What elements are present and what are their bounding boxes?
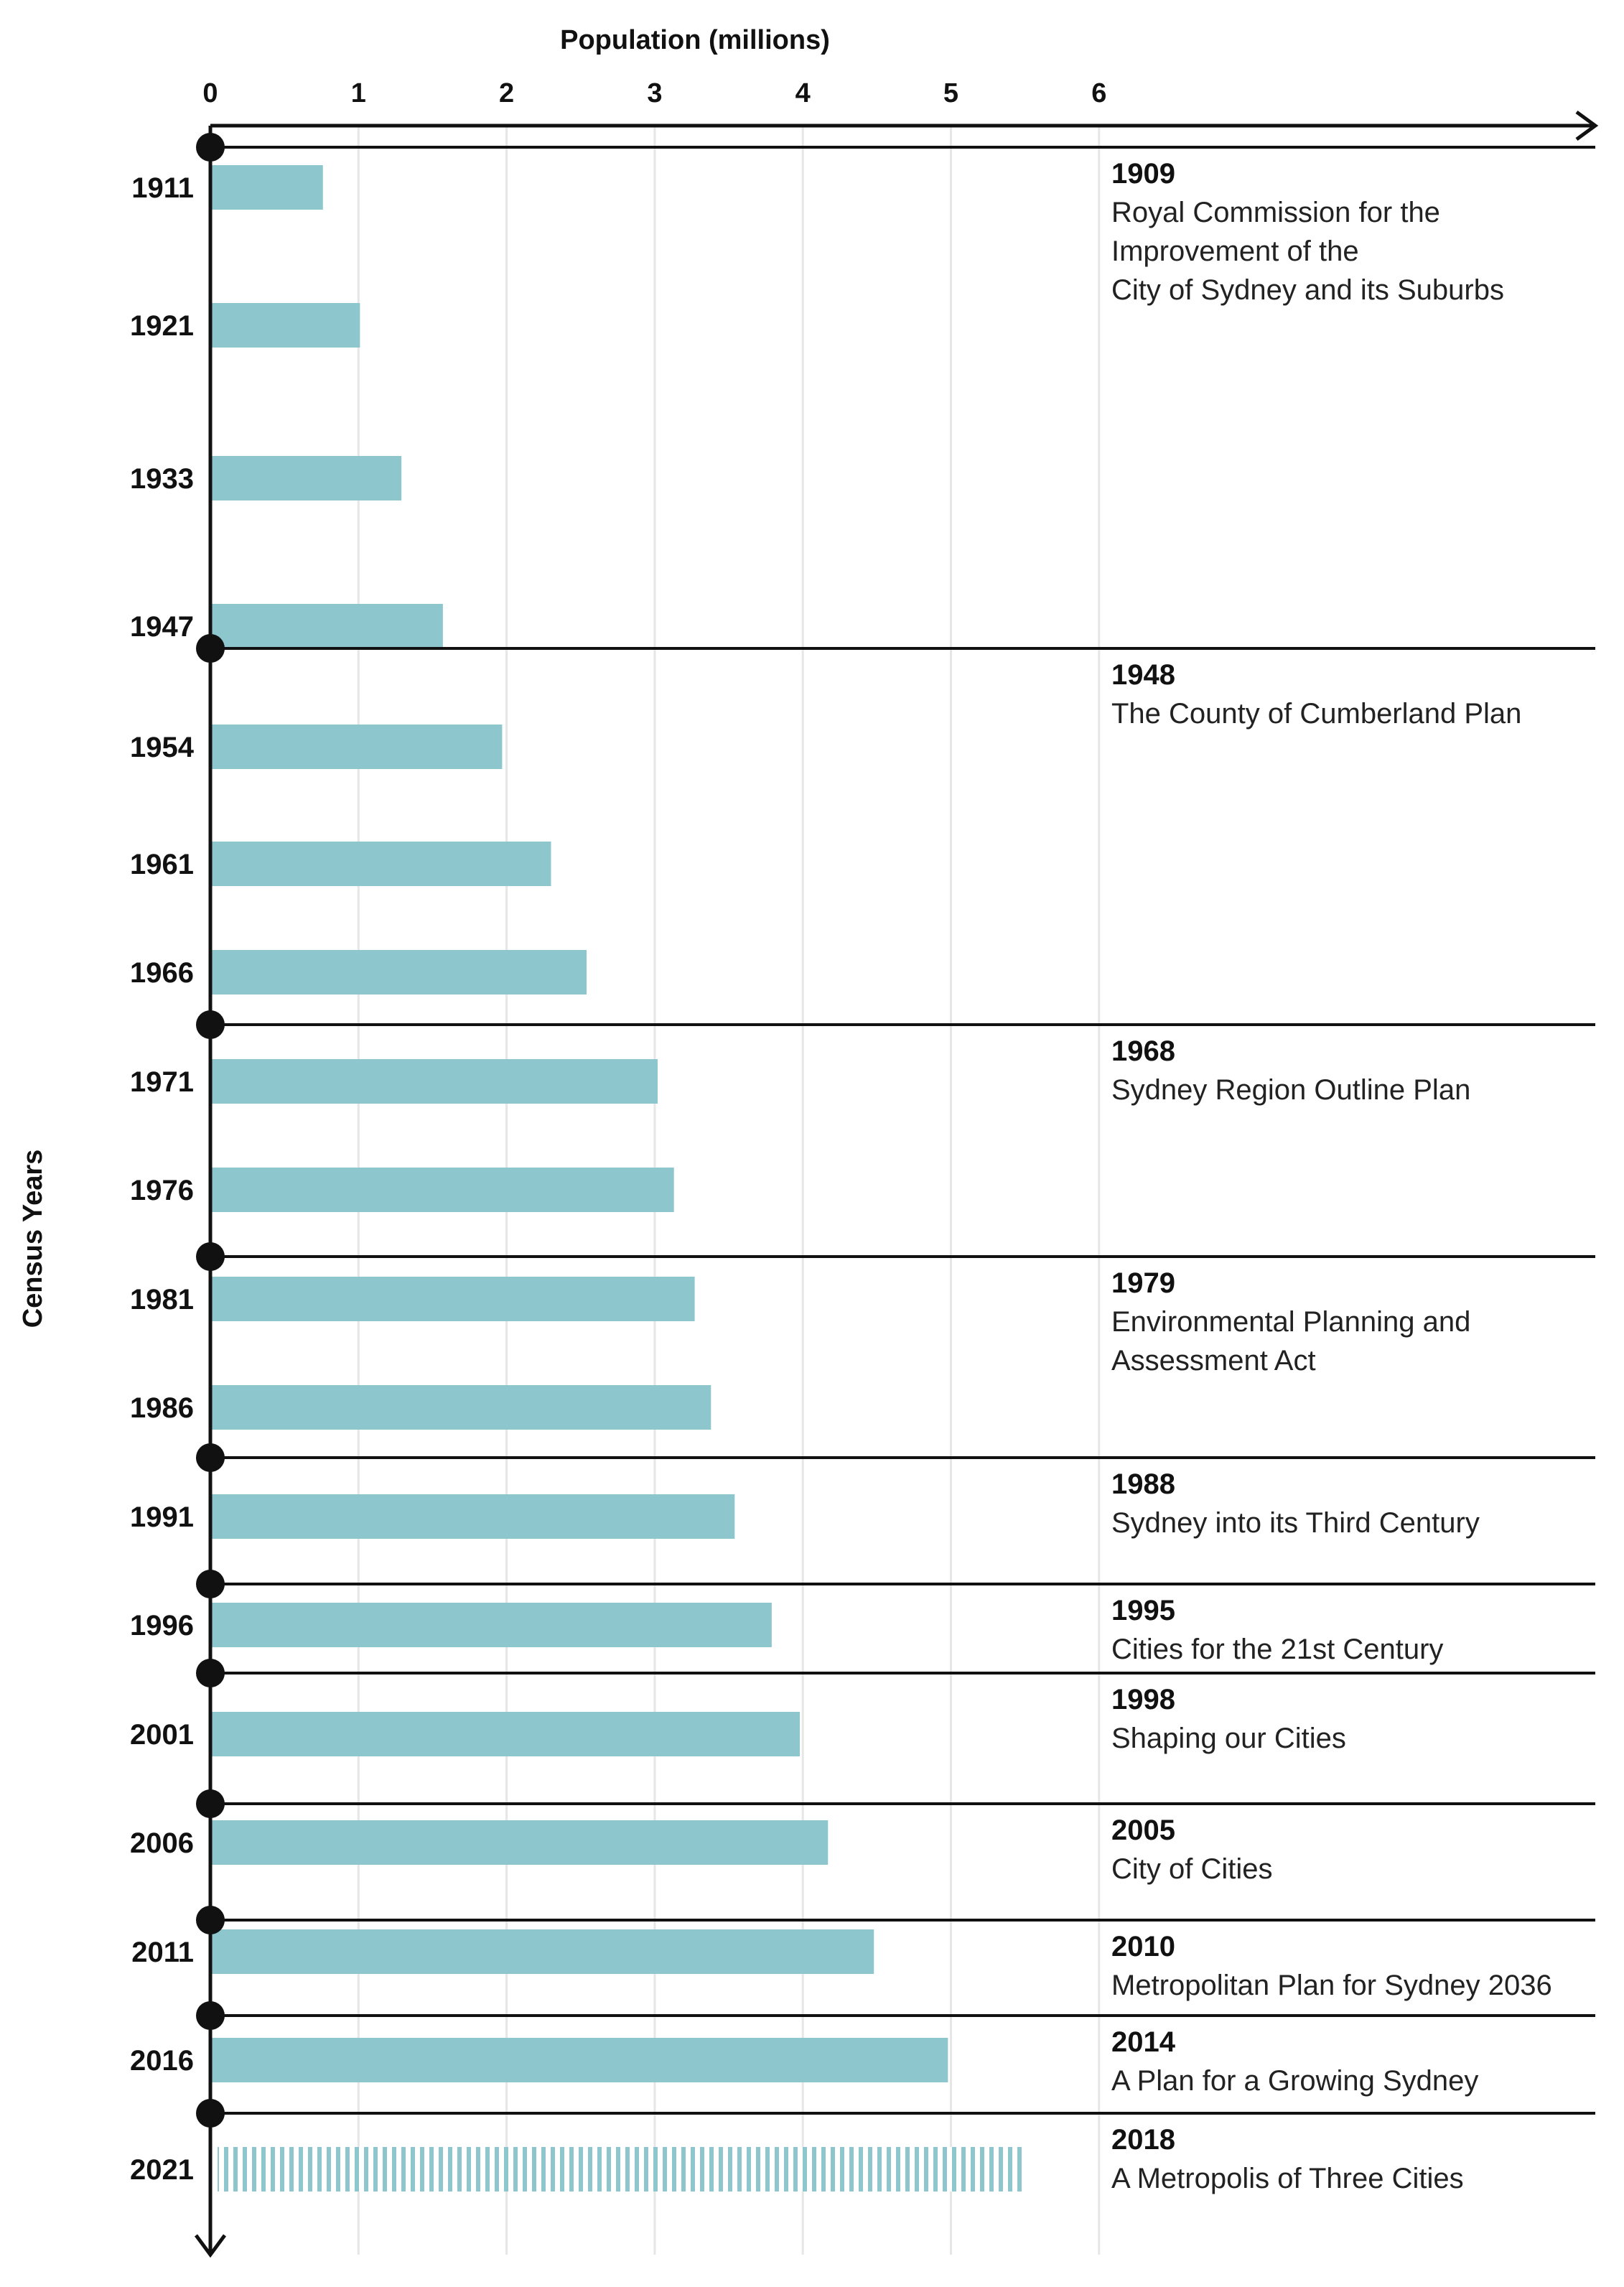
census-year-label: 1961 <box>130 849 194 880</box>
plan-name-label: Cities for the 21st Century <box>1111 1634 1443 1665</box>
timeline-marker <box>196 1570 225 1598</box>
x-tick-label: 4 <box>795 78 811 108</box>
plan-name-label: City of Sydney and its Suburbs <box>1111 274 1504 306</box>
plan-name-label: A Plan for a Growing Sydney <box>1111 2065 1478 2097</box>
plan-name-label: Sydney Region Outline Plan <box>1111 1074 1470 1106</box>
x-tick-label: 6 <box>1091 78 1106 108</box>
plan-year-label: 1909 <box>1111 158 1175 190</box>
bar <box>210 456 402 500</box>
plan-name-label: Environmental Planning and <box>1111 1306 1470 1338</box>
bar <box>210 604 443 648</box>
census-year-label: 1981 <box>130 1284 194 1315</box>
bar <box>210 2038 948 2082</box>
census-year-label: 2001 <box>130 1719 194 1751</box>
timeline-marker <box>196 1443 225 1472</box>
bar <box>210 1712 801 1756</box>
timeline-marker <box>196 1010 225 1039</box>
bar <box>210 1168 674 1212</box>
x-tick-label: 0 <box>202 78 218 108</box>
plan-year-label: 1979 <box>1111 1267 1175 1299</box>
plan-year-label: 1995 <box>1111 1595 1175 1626</box>
bar <box>210 165 323 210</box>
x-tick-label: 5 <box>943 78 958 108</box>
plan-name-label: Shaping our Cities <box>1111 1723 1346 1754</box>
plan-year-label: 1988 <box>1111 1468 1175 1500</box>
y-axis-arrow <box>194 2234 227 2258</box>
census-year-label: 1986 <box>130 1392 194 1424</box>
bar <box>210 1603 772 1647</box>
y-axis-title: Census Years <box>18 1150 48 1328</box>
plan-name-label: Sydney into its Third Century <box>1111 1507 1480 1539</box>
plan-name-label: Metropolitan Plan for Sydney 2036 <box>1111 1970 1552 2001</box>
plan-year-label: 2005 <box>1111 1815 1175 1846</box>
bar-projected <box>218 2147 1022 2191</box>
plan-year-label: 2010 <box>1111 1931 1175 1962</box>
bar <box>210 1277 695 1321</box>
census-year-label: 1996 <box>130 1610 194 1641</box>
census-year-label: 1954 <box>130 732 195 763</box>
plan-name-label: Improvement of the <box>1111 236 1359 267</box>
plan-year-label: 2014 <box>1111 2026 1176 2058</box>
census-year-label: 2021 <box>130 2154 194 2186</box>
plan-name-label: The County of Cumberland Plan <box>1111 698 1521 730</box>
plan-name-label: City of Cities <box>1111 1853 1273 1885</box>
timeline-marker <box>196 1242 225 1271</box>
census-year-label: 1976 <box>130 1175 194 1206</box>
plan-year-label: 1948 <box>1111 659 1175 691</box>
bar <box>210 1929 874 1974</box>
bar <box>210 1820 829 1865</box>
census-year-label: 1971 <box>130 1066 194 1098</box>
plan-year-label: 1968 <box>1111 1035 1175 1067</box>
timeline-marker <box>196 133 225 162</box>
census-year-label: 1966 <box>130 957 194 989</box>
timeline-marker <box>196 2001 225 2030</box>
plan-name-label: Royal Commission for the <box>1111 197 1440 228</box>
timeline-marker <box>196 1906 225 1934</box>
census-year-label: 1921 <box>130 310 194 342</box>
bar <box>210 1059 658 1104</box>
plan-year-label: 1998 <box>1111 1684 1175 1715</box>
census-year-label: 2006 <box>130 1827 194 1859</box>
census-year-label: 2016 <box>130 2045 194 2077</box>
timeline-marker <box>196 634 225 663</box>
x-tick-label: 2 <box>499 78 514 108</box>
bar <box>210 725 503 769</box>
timeline-marker <box>196 2099 225 2128</box>
x-axis-title: Population (millions) <box>560 25 830 55</box>
census-year-label: 1947 <box>130 611 194 643</box>
plan-year-label: 2018 <box>1111 2124 1175 2156</box>
timeline-marker <box>196 1789 225 1818</box>
x-tick-label: 1 <box>351 78 366 108</box>
plan-name-label: Assessment Act <box>1111 1345 1316 1377</box>
census-year-label: 1933 <box>130 463 194 495</box>
bar <box>210 1385 711 1430</box>
bar <box>210 842 551 886</box>
x-tick-label: 3 <box>647 78 662 108</box>
x-axis-arrow <box>1575 110 1599 141</box>
plan-name-label: A Metropolis of Three Cities <box>1111 2163 1464 2194</box>
bar <box>210 1494 735 1539</box>
bar <box>210 303 360 348</box>
timeline-marker <box>196 1659 225 1687</box>
bar <box>210 950 587 995</box>
census-year-label: 1991 <box>130 1501 194 1533</box>
census-year-label: 1911 <box>131 172 194 204</box>
census-year-label: 2011 <box>131 1937 194 1968</box>
